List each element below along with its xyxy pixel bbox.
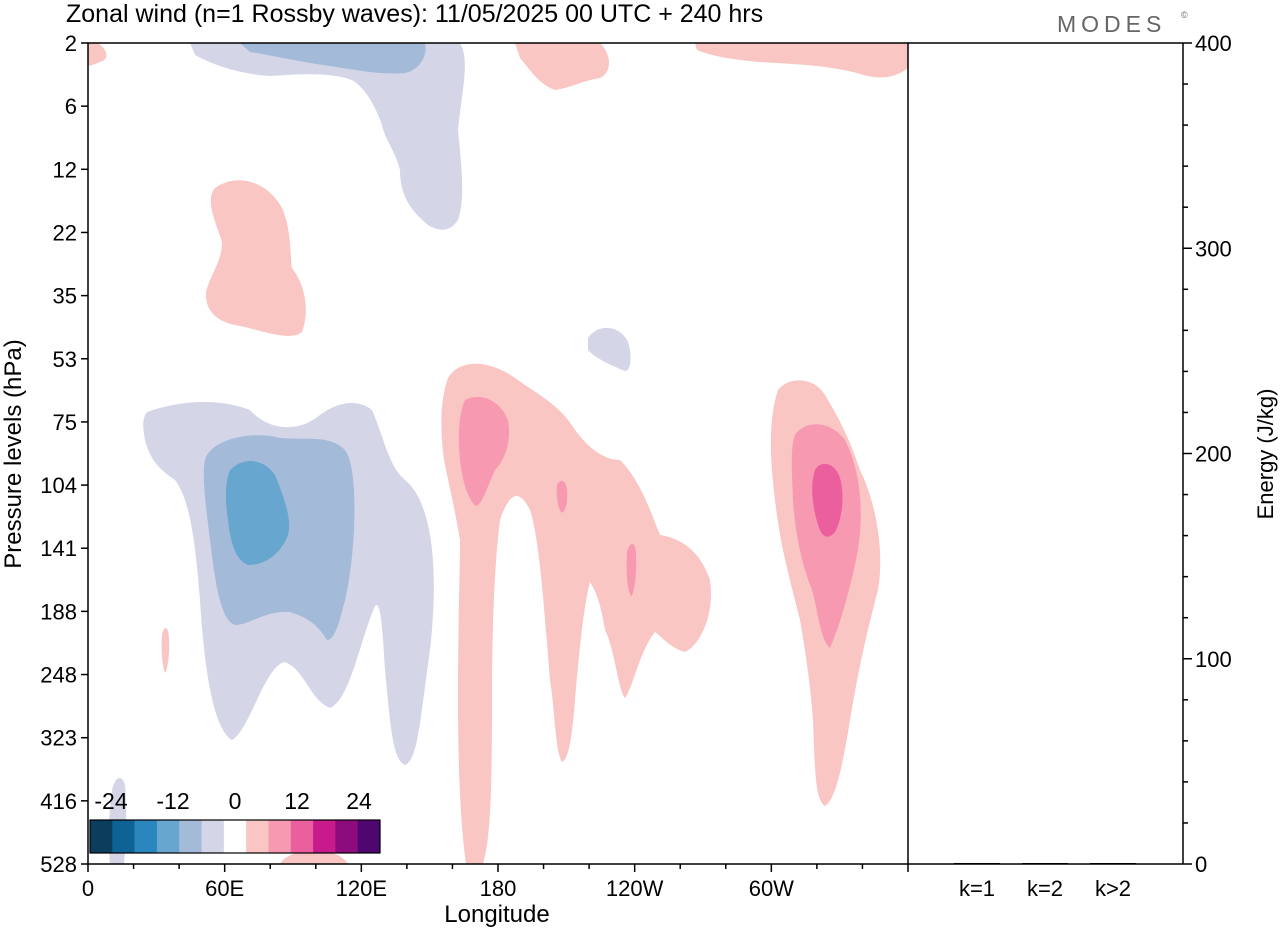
energy-tick-label: 400 <box>1195 31 1232 56</box>
colorbar-swatch-12 <box>357 820 381 853</box>
longitude-tick-label: 180 <box>480 876 517 901</box>
longitude-tick-label: 0 <box>82 876 94 901</box>
colorbar-frame <box>89 819 381 854</box>
colorbar-swatch-7 <box>246 820 269 853</box>
energy-tick-label: 200 <box>1195 442 1232 467</box>
energy-axis-label: Energy (J/kg) <box>1253 389 1278 520</box>
colorbar-swatch-10 <box>313 820 336 853</box>
pressure-axis: 2 6 12 22 35 53 75 104 141 188 248 323 416 528 <box>40 31 88 877</box>
energy-tick-label: 100 <box>1195 647 1232 672</box>
contour-pos-central-outer <box>441 363 711 864</box>
energy-bars <box>954 862 1136 864</box>
longitude-tick-label: 120E <box>336 876 387 901</box>
colorbar-swatch-11 <box>335 820 358 853</box>
pressure-tick-label: 75 <box>53 410 77 435</box>
energy-tick-label: 300 <box>1195 236 1232 261</box>
colorbar-swatch-8 <box>268 820 292 853</box>
energy-category-label: k=2 <box>1027 876 1063 901</box>
colorbar-label: -24 <box>94 788 127 814</box>
longitude-tick-label: 60W <box>749 876 794 901</box>
pressure-tick-label: 141 <box>40 536 77 561</box>
contour-fills <box>88 43 908 864</box>
contour-neg-upper-outer <box>190 43 465 230</box>
contour-pos-central-small-2 <box>626 544 637 596</box>
pressure-tick-label: 2 <box>65 31 77 56</box>
contour-neg-lower-core <box>225 460 290 565</box>
pressure-tick-label: 248 <box>40 663 77 688</box>
pressure-tick-label: 104 <box>40 473 77 498</box>
energy-panel: k=1 k=2 k>2 0 100 200 300 400 Energy (J/kg) <box>908 31 1278 901</box>
pressure-tick-label: 416 <box>40 789 77 814</box>
energy-category-labels: k=1 k=2 k>2 <box>959 876 1131 901</box>
colorbar-label: 0 <box>229 788 242 814</box>
longitude-tick-label: 60E <box>205 876 244 901</box>
colorbar-labels: -24 -12 0 12 24 <box>94 788 372 814</box>
pressure-tick-label: 53 <box>53 347 77 372</box>
pressure-tick-label: 323 <box>40 726 77 751</box>
colorbar-label: 24 <box>346 788 372 814</box>
contour-pos-right-core <box>812 463 843 537</box>
colorbar: -24 -12 0 12 24 <box>89 788 381 854</box>
contour-neg-small-blob <box>588 327 631 372</box>
energy-bar-k=2 <box>1022 863 1068 864</box>
pressure-tick-label: 35 <box>53 284 77 309</box>
colorbar-swatch-1 <box>112 820 135 853</box>
energy-category-label: k>2 <box>1095 876 1131 901</box>
longitude-tick-label: 120W <box>606 876 664 901</box>
contour-pos-strat-blob <box>205 180 306 336</box>
pressure-tick-label: 12 <box>53 157 77 182</box>
contour-pos-central-small-1 <box>556 480 568 513</box>
colorbar-swatch-9 <box>290 820 314 853</box>
longitude-axis: 0 60E 120E 180 120W 60W <box>82 864 909 901</box>
contour-pos-top-left-corner <box>88 43 107 66</box>
energy-bar-k>2 <box>1090 863 1136 864</box>
colorbar-swatches <box>90 820 381 853</box>
colorbar-swatch-3 <box>156 820 180 853</box>
colorbar-swatch-5 <box>201 820 225 853</box>
contour-panel: -24 -12 0 12 24 2 6 12 22 35 53 75 104 141 188 248 323 4… <box>0 31 909 928</box>
energy-axis: 0 100 200 300 400 <box>1183 31 1232 877</box>
contour-pos-central-mid <box>458 396 510 506</box>
energy-category-label: k=1 <box>959 876 995 901</box>
y-axis-label: Pressure levels (hPa) <box>0 339 27 568</box>
colorbar-swatch-0 <box>90 820 113 853</box>
contour-neg-upper-inner <box>240 43 426 74</box>
energy-tick-label: 0 <box>1195 852 1207 877</box>
modes-logo: MODES <box>1057 11 1166 37</box>
colorbar-swatch-6 <box>223 820 247 853</box>
x-axis-label: Longitude <box>444 901 549 928</box>
logo-registered-mark: © <box>1181 10 1188 20</box>
chart-title: Zonal wind (n=1 Rossby waves): 11/05/202… <box>66 0 763 28</box>
pressure-tick-label: 22 <box>53 220 77 245</box>
pressure-tick-label: 6 <box>65 94 77 119</box>
contour-pos-left-sliver <box>161 627 170 673</box>
colorbar-label: -12 <box>156 788 189 814</box>
pressure-tick-label: 528 <box>40 852 77 877</box>
colorbar-label: 12 <box>284 788 310 814</box>
contour-pos-top-right <box>695 43 908 78</box>
colorbar-swatch-2 <box>134 820 158 853</box>
energy-bar-k=1 <box>954 862 1000 864</box>
contour-pos-top-center <box>515 43 609 90</box>
pressure-tick-label: 188 <box>40 599 77 624</box>
colorbar-swatch-4 <box>179 820 202 853</box>
